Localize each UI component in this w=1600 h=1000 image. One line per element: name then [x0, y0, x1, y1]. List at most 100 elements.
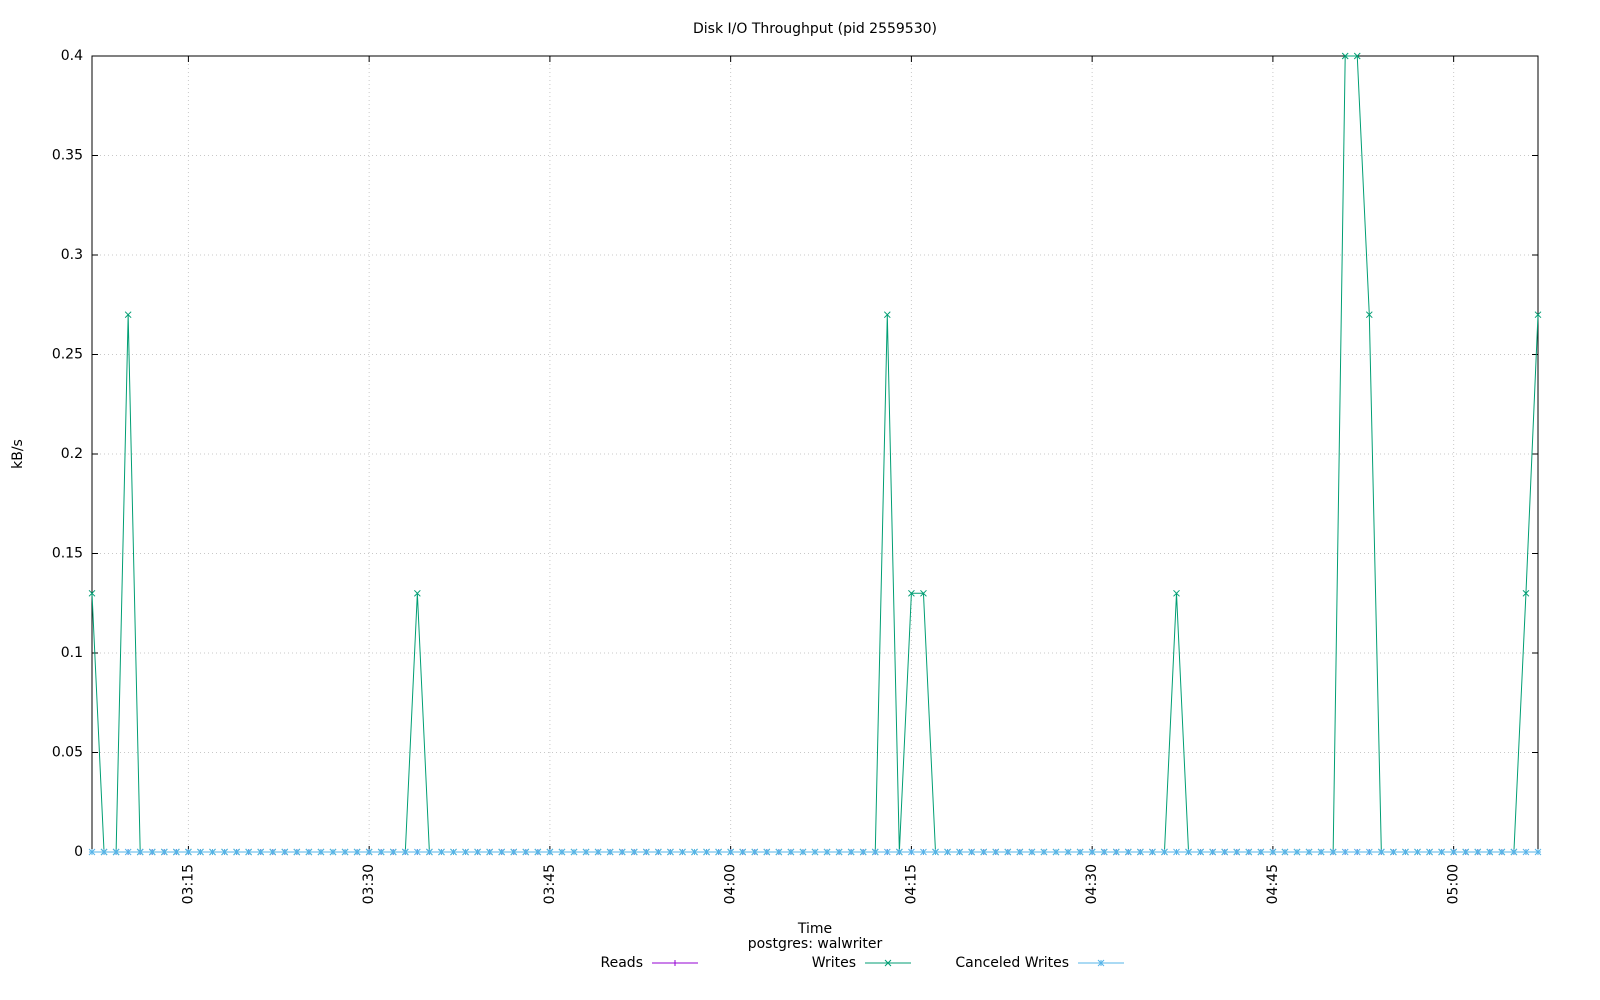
data-point	[1040, 848, 1048, 856]
data-point	[1474, 848, 1482, 856]
data-point	[594, 848, 602, 856]
x-tick-label: 03:30	[361, 864, 377, 904]
data-point	[1004, 848, 1012, 856]
data-point	[679, 848, 686, 856]
data-point	[739, 848, 747, 856]
data-point	[185, 848, 192, 856]
data-point	[450, 848, 457, 856]
data-point	[172, 848, 180, 856]
legend-label: Writes	[812, 955, 856, 971]
data-point	[293, 848, 301, 856]
data-point	[1293, 848, 1301, 856]
data-point	[1414, 848, 1421, 856]
data-point	[160, 848, 168, 856]
data-point	[1124, 848, 1132, 856]
x-tick-label: 03:45	[542, 864, 558, 904]
data-point	[980, 848, 988, 856]
data-point	[1329, 848, 1337, 856]
data-point	[438, 848, 445, 856]
data-point	[1353, 52, 1361, 60]
data-point	[281, 848, 289, 856]
data-point	[1365, 311, 1373, 319]
data-point	[510, 848, 518, 856]
data-point	[498, 848, 506, 856]
data-point	[895, 848, 903, 856]
data-point	[245, 848, 253, 856]
data-point	[691, 848, 698, 856]
data-point	[148, 848, 156, 856]
data-point	[908, 848, 915, 856]
data-point	[1402, 848, 1409, 856]
y-axis-label: kB/s	[10, 439, 26, 469]
data-point	[1522, 848, 1530, 856]
data-point	[546, 848, 554, 856]
data-point	[1269, 848, 1277, 856]
data-point	[1197, 848, 1204, 856]
data-point	[1353, 848, 1361, 856]
data-point	[233, 848, 240, 856]
data-point	[847, 848, 855, 856]
data-point	[88, 848, 96, 856]
legend-label: Reads	[601, 955, 643, 971]
data-point	[992, 848, 1000, 856]
data-point	[269, 848, 277, 856]
data-point	[522, 848, 530, 856]
data-point	[1462, 848, 1470, 856]
data-point	[823, 848, 831, 856]
data-point	[426, 848, 433, 856]
data-point	[389, 848, 397, 856]
data-point	[956, 848, 963, 856]
x-tick-label: 04:15	[903, 864, 919, 904]
y-tick-label: 0.05	[52, 745, 83, 761]
data-point	[124, 848, 132, 856]
data-point	[413, 589, 421, 597]
legend-label: Canceled Writes	[955, 955, 1069, 971]
data-point	[1221, 848, 1229, 856]
y-tick-label: 0	[74, 844, 83, 860]
data-point	[1377, 848, 1385, 856]
data-point	[763, 848, 771, 856]
data-point	[197, 848, 204, 856]
data-point	[1064, 848, 1072, 856]
data-point	[1317, 848, 1325, 856]
data-point	[1173, 848, 1180, 856]
data-point	[209, 848, 216, 856]
data-point	[1534, 848, 1542, 856]
x-tick-label: 04:30	[1084, 864, 1100, 904]
data-point	[1016, 848, 1024, 856]
data-point	[1510, 848, 1518, 856]
data-point	[88, 589, 96, 597]
data-point	[582, 848, 590, 856]
x-tick-label: 05:00	[1446, 864, 1462, 904]
data-point	[1149, 848, 1156, 856]
data-point	[317, 848, 325, 856]
data-point	[1390, 848, 1397, 856]
data-point	[305, 848, 313, 856]
data-point	[667, 848, 674, 856]
data-point	[1161, 848, 1168, 856]
data-point	[968, 848, 976, 856]
data-point	[377, 848, 385, 856]
data-point	[859, 848, 867, 856]
y-tick-label: 0.15	[52, 546, 83, 562]
x-tick-label: 03:15	[180, 864, 196, 904]
data-point	[1245, 848, 1253, 856]
data-point	[1028, 848, 1036, 856]
data-point	[630, 848, 638, 856]
data-point	[486, 848, 494, 856]
data-point	[365, 848, 373, 856]
y-tick-label: 0.3	[61, 247, 83, 263]
data-point	[1341, 848, 1349, 856]
data-point	[1173, 589, 1180, 597]
data-point	[1257, 848, 1265, 856]
x-tick-label: 04:45	[1265, 864, 1281, 904]
data-point	[1185, 848, 1192, 856]
data-point	[1088, 848, 1096, 856]
data-point	[1534, 311, 1542, 319]
legend-marker	[1097, 959, 1105, 967]
data-point	[883, 311, 891, 319]
data-point	[401, 848, 409, 856]
data-point	[1233, 848, 1241, 856]
